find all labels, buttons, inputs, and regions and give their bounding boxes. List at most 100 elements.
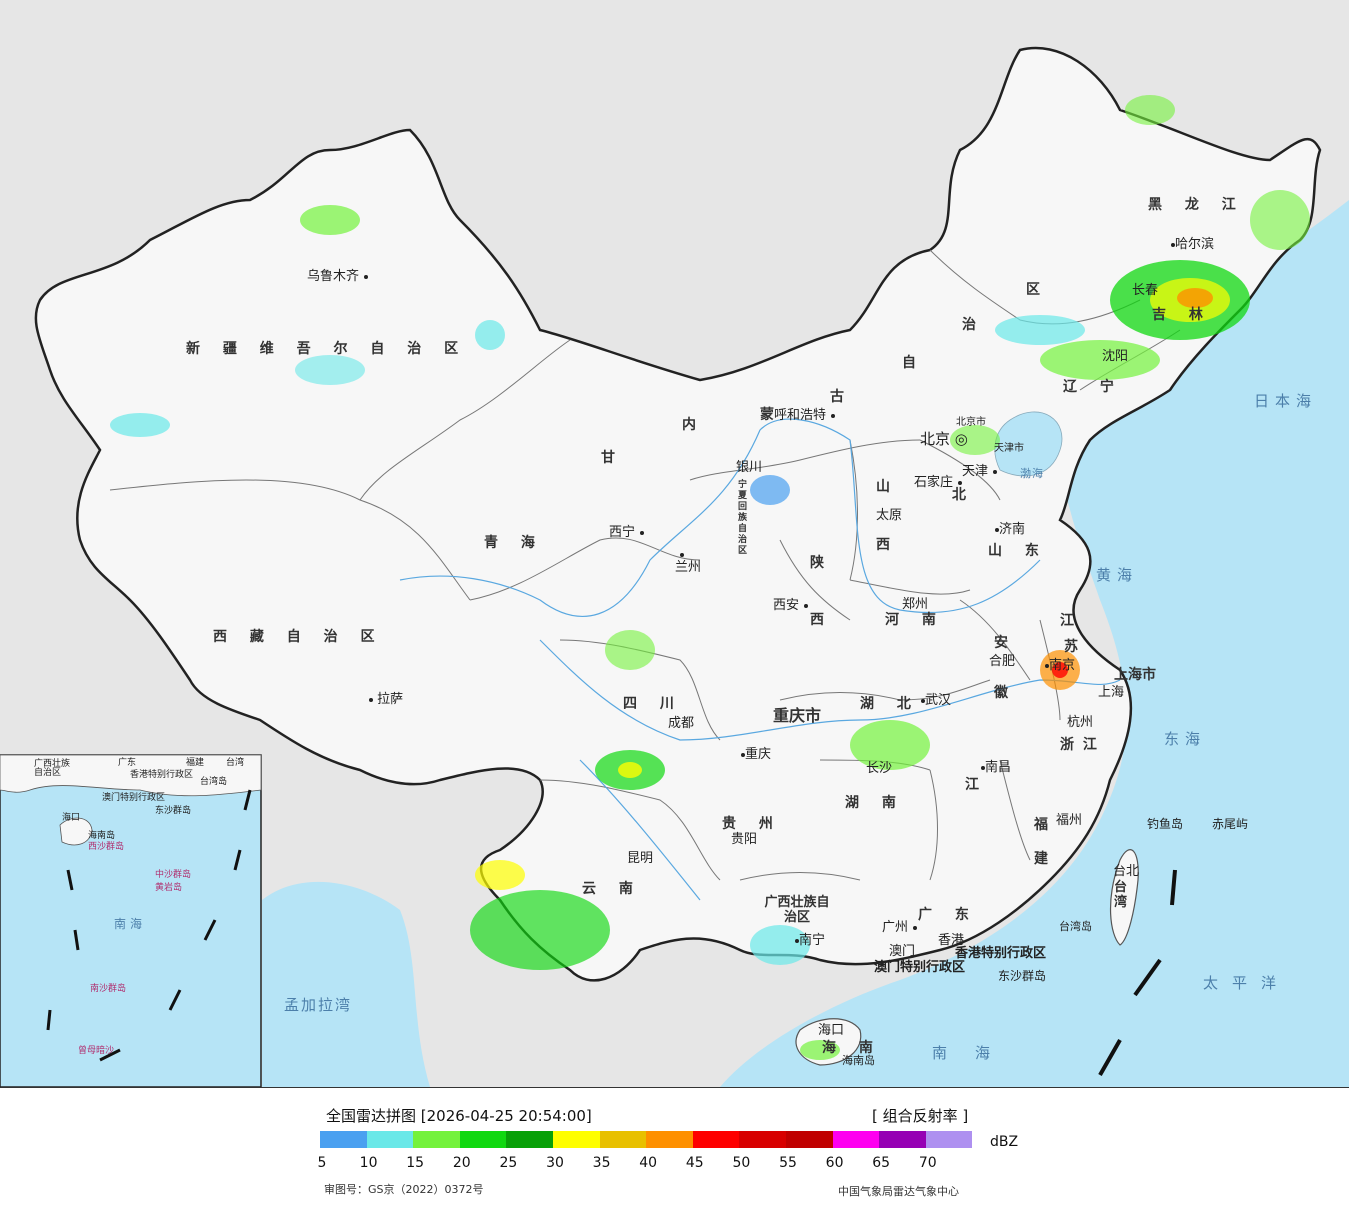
- legend-source: 中国气象局雷达气象中心: [838, 1185, 959, 1198]
- city-xian: 西安: [773, 599, 809, 612]
- province-label-guangdong: 广 东: [918, 907, 978, 923]
- legend-tick-label: 60: [825, 1155, 844, 1171]
- map-canvas: [0, 46, 1349, 1087]
- city-shanghai: 上海: [1098, 685, 1125, 700]
- province-label-heilongjiang: 黑 龙 江: [1148, 197, 1245, 213]
- legend-swatch: [832, 1131, 880, 1148]
- legend-swatch: [320, 1131, 367, 1148]
- label-beijing-city: 北京市: [956, 417, 986, 428]
- legend-color-bar: [320, 1131, 973, 1148]
- region-text-meng: 蒙: [760, 407, 783, 423]
- label-macau-sar: 澳门特别行政区: [874, 960, 966, 975]
- province-label-jiangxi: 江: [965, 777, 988, 793]
- inset-label-taiwan-island: 台湾岛: [200, 777, 228, 787]
- province-label-guizhou: 贵 州: [722, 816, 782, 832]
- taiwan-island: [1110, 849, 1139, 946]
- region-text-gu: 古: [830, 389, 853, 405]
- city-lhasa: 拉萨: [364, 693, 403, 706]
- region-text-hui: 徽: [994, 685, 1017, 701]
- city-taipei: 台北: [1113, 864, 1140, 879]
- legend-swatch: [506, 1131, 553, 1148]
- legend-swatch: [879, 1131, 926, 1148]
- province-label-xinjiang: 新 疆 维 吾 尔 自 治 区: [186, 341, 468, 357]
- province-label-taiwan: 台湾: [1114, 880, 1128, 910]
- city-nanchang: 南昌: [976, 761, 1011, 774]
- province-label-neimenggu: 内: [682, 417, 705, 433]
- city-kunming: 昆明: [627, 851, 654, 866]
- province-label-hubei: 湖 北: [860, 696, 920, 712]
- legend-title: 全国雷达拼图 [2026-04-25 20:54:00]: [326, 1107, 592, 1125]
- province-label-yunnan: 云 南: [582, 881, 642, 897]
- legend-tick-label: 70: [918, 1155, 937, 1171]
- label-chiwei: 赤尾屿: [1212, 817, 1249, 831]
- city-hohhot: 呼和浩特: [774, 409, 836, 422]
- province-label-qinghai: 青 海: [484, 535, 544, 551]
- legend-swatch: [366, 1131, 414, 1148]
- province-label-shanghai: 上海市: [1114, 667, 1156, 683]
- sea-label-pacific: 太平洋: [1203, 974, 1291, 992]
- legend-approval: 审图号：GS京（2022）0372号: [324, 1183, 484, 1196]
- legend-tick-label: 20: [452, 1155, 471, 1171]
- province-boundaries: [109, 249, 1181, 881]
- inset-label-guangdong: 广东: [118, 758, 137, 768]
- city-guangzhou: 广州: [882, 921, 918, 934]
- region-text-zhi: 治: [962, 317, 985, 333]
- dash-line-main: [1098, 869, 1177, 1076]
- radar-echoes: [110, 95, 1310, 1060]
- inset-label-hk: 香港特别行政区: [130, 770, 194, 780]
- legend-swatch: [599, 1131, 647, 1148]
- city-yinchuan: 银川: [736, 460, 763, 475]
- city-nanning: 南宁: [790, 934, 825, 947]
- city-hangzhou: 杭州: [1067, 715, 1094, 730]
- city-fuzhou: 福州: [1056, 813, 1083, 828]
- region-text-su: 苏: [1064, 639, 1087, 655]
- sea-label-east: 东海: [1164, 730, 1207, 748]
- inset-label-guangxi: 广西壮族自治区: [34, 759, 71, 778]
- city-beijing: 北京 ◎: [920, 430, 968, 448]
- city-haikou: 海口: [818, 1023, 845, 1038]
- label-diaoyu: 钓鱼岛: [1147, 817, 1184, 831]
- legend-tick-label: 15: [406, 1155, 425, 1171]
- city-taiyuan: 太原: [876, 508, 903, 523]
- province-label-guangxi: 广西壮族自治区: [764, 895, 830, 925]
- sea-label-bohai: 渤海: [1020, 467, 1044, 480]
- legend-tick-label: 65: [872, 1155, 891, 1171]
- region-text-shaanxi-xi: 西: [810, 612, 833, 628]
- inset-label-xisha: 西沙群岛: [88, 842, 125, 852]
- city-zhengzhou: 郑州: [902, 597, 929, 612]
- sea-label-yellow: 黄海: [1096, 566, 1139, 584]
- label-dongsha: 东沙群岛: [998, 969, 1047, 983]
- city-hefei: 合肥: [989, 654, 1016, 669]
- legend-product: [ 组合反射率 ]: [872, 1107, 969, 1125]
- label-hainan-island: 海南岛: [842, 1054, 875, 1067]
- province-label-shanxi: 山: [876, 479, 899, 495]
- region-text-hebei-bei: 北: [952, 487, 975, 503]
- city-changchun: 长春: [1132, 283, 1159, 298]
- legend-swatch: [785, 1131, 833, 1148]
- province-label-xizang: 西 藏 自 治 区: [213, 629, 384, 645]
- province-label-henan: 河 南: [885, 612, 945, 628]
- legend-swatch: [413, 1131, 460, 1148]
- city-hongkong: 香港: [938, 933, 965, 948]
- inset-label-south-sea: 南海: [114, 917, 147, 931]
- legend-tick-label: 35: [592, 1155, 611, 1171]
- legend-swatch: [925, 1131, 973, 1148]
- city-changsha: 长沙: [866, 761, 893, 776]
- inset-label-zhongsha: 中沙群岛: [155, 870, 192, 880]
- city-urumqi: 乌鲁木齐: [307, 270, 369, 283]
- inset-label-fujian: 福建: [186, 758, 205, 768]
- inset-hainan: [59, 817, 93, 846]
- china-landmass: [34, 46, 1322, 982]
- south-china-sea-inset: [0, 754, 262, 1087]
- radar-map[interactable]: 新 疆 维 吾 尔 自 治 区 西 藏 自 治 区 青 海 甘 内 四 川 云 …: [0, 0, 1349, 1088]
- city-xining: 西宁: [609, 526, 645, 539]
- label-hk-sar: 香港特别行政区: [955, 946, 1047, 961]
- city-chengdu: 成都: [668, 716, 695, 731]
- label-tianjin-city: 天津市: [994, 443, 1024, 454]
- city-wuhan: 武汉: [916, 694, 951, 707]
- sea-area-east: [720, 200, 1349, 1087]
- label-taiwan-island: 台湾岛: [1059, 920, 1092, 933]
- province-label-chongqing: 重庆市: [773, 706, 822, 725]
- inset-label-dongsha: 东沙群岛: [155, 806, 192, 816]
- province-label-sichuan: 四 川: [623, 696, 683, 712]
